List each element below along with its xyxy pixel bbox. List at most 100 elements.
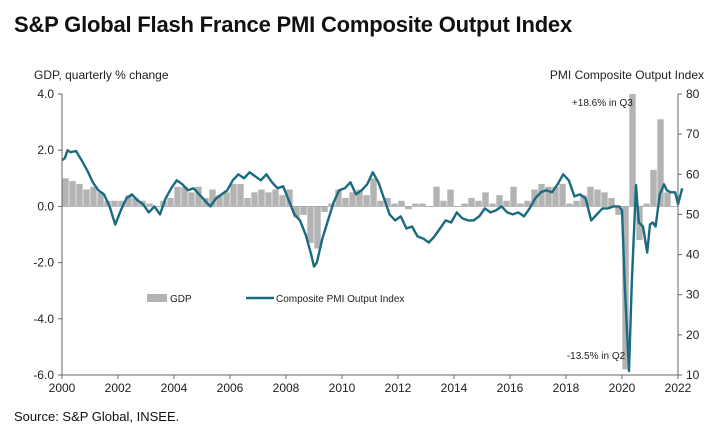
gdp-bar [174, 186, 181, 207]
gdp-bar [181, 186, 188, 207]
gdp-bar [447, 189, 454, 207]
right-tick-label: 60 [686, 167, 700, 181]
gdp-bar [412, 203, 419, 207]
gdp-bar [307, 206, 314, 243]
gdp-bar [125, 195, 132, 207]
gdp-bar [629, 94, 636, 207]
pmi-line [61, 149, 684, 373]
gdp-bars [62, 94, 671, 370]
gdp-bar [223, 192, 230, 207]
gdp-bar [76, 183, 83, 207]
annotations: +18.6% in Q3 -13.5% in Q2 [567, 98, 633, 362]
x-tick-label: 2006 [217, 381, 244, 395]
left-tick-label: -6.0 [33, 368, 54, 382]
gdp-bar [440, 200, 447, 207]
gdp-bar [503, 200, 510, 207]
gdp-bar [398, 200, 405, 207]
x-tick-label: 2010 [329, 381, 356, 395]
gdp-bar [216, 195, 223, 207]
right-tick-label: 50 [686, 207, 700, 221]
gdp-bar [510, 186, 517, 207]
gdp-bar [356, 189, 363, 207]
legend-gdp-swatch [147, 294, 167, 302]
gdp-bar [258, 189, 265, 207]
gdp-bar [419, 203, 426, 207]
gdp-bar [601, 192, 608, 207]
x-tick-label: 2020 [609, 381, 636, 395]
gdp-bar [370, 178, 377, 207]
gdp-bar [300, 206, 307, 215]
x-tick-label: 2008 [273, 381, 300, 395]
gdp-bar [209, 189, 216, 207]
legend-gdp-label: GDP [170, 294, 192, 305]
gdp-bar [90, 186, 97, 207]
x-tick-label: 2022 [665, 381, 692, 395]
x-tick-label: 2018 [553, 381, 580, 395]
gdp-bar [559, 183, 566, 207]
gdp-bar [272, 189, 279, 207]
gdp-bar [335, 189, 342, 207]
gdp-bar [391, 203, 398, 207]
gdp-bar [230, 183, 237, 207]
left-tick-label: 2.0 [37, 143, 54, 157]
gdp-bar [615, 206, 622, 215]
left-axis-label: GDP, quarterly % change [34, 68, 169, 82]
gdp-bar [265, 192, 272, 207]
gdp-bar [146, 203, 153, 207]
gdp-bar [566, 203, 573, 207]
gdp-bar [321, 206, 328, 213]
gdp-bar [195, 186, 202, 207]
right-tick-label: 10 [686, 368, 700, 382]
gdp-bar [573, 200, 580, 207]
left-tick-label: -4.0 [33, 312, 54, 326]
x-tick-label: 2002 [105, 381, 132, 395]
x-tick-label: 2016 [497, 381, 524, 395]
gdp-bar [118, 200, 125, 207]
gdp-bar [377, 200, 384, 207]
gdp-bar [643, 203, 650, 207]
gdp-bar [188, 192, 195, 207]
gdp-bar [97, 192, 104, 207]
gdp-bar [433, 186, 440, 207]
left-tick-label: 4.0 [37, 87, 54, 101]
gdp-bar [608, 197, 615, 207]
x-tick-label: 2014 [441, 381, 468, 395]
right-tick-label: 40 [686, 248, 700, 262]
legend: GDP Composite PMI Output Index [147, 294, 404, 305]
gdp-bar [167, 197, 174, 207]
gdp-bar [363, 195, 370, 207]
right-tick-label: 80 [686, 87, 700, 101]
gdp-bar [587, 186, 594, 207]
gdp-bar [69, 181, 76, 207]
x-tick-label: 2000 [49, 381, 76, 395]
gdp-bar [237, 183, 244, 207]
gdp-bar [342, 197, 349, 207]
x-tick-label: 2012 [385, 381, 412, 395]
gdp-bar [461, 203, 468, 207]
gdp-bar [482, 192, 489, 207]
annotation-q3: +18.6% in Q3 [572, 98, 633, 109]
gdp-bar [62, 178, 69, 207]
gdp-bar [111, 200, 118, 207]
right-tick-label: 70 [686, 127, 700, 141]
gdp-bar [468, 197, 475, 207]
gdp-bar [244, 197, 251, 207]
pmi-line-layer [61, 149, 684, 373]
legend-pmi-label: Composite PMI Output Index [276, 294, 404, 305]
right-axis-label: PMI Composite Output Index [550, 68, 704, 82]
gdp-bar [489, 203, 496, 207]
gdp-bar [475, 200, 482, 207]
gdp-bar [545, 186, 552, 207]
gdp-bar [517, 203, 524, 207]
left-tick-label: 0.0 [37, 199, 54, 213]
gdp-bar [328, 203, 335, 207]
right-tick-label: 20 [686, 328, 700, 342]
gdp-bar [657, 119, 664, 207]
gdp-bar [279, 195, 286, 207]
gdp-bar [538, 183, 545, 207]
gdp-bar [251, 192, 258, 207]
gdp-bar [650, 169, 657, 207]
gdp-bar [664, 192, 671, 207]
axes: 4.02.00.0-2.0-4.0-6.08070605040302010200… [33, 87, 699, 395]
